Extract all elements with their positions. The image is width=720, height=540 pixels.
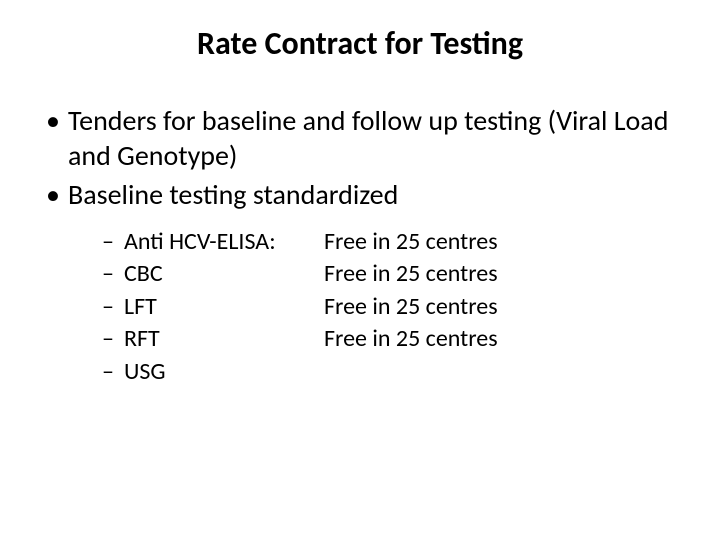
sub-bullet-label: RFT [124,323,324,355]
bullet-text: Tenders for baseline and follow up testi… [68,103,668,173]
sub-bullet-value: Free in 25 centres [324,291,680,323]
bullet-list-level1: Tenders for baseline and follow up testi… [40,103,680,388]
sub-bullet-label: Anti HCV-ELISA: [124,226,324,258]
sub-bullet-value: Free in 25 centres [324,226,680,258]
sub-bullet-label: LFT [124,291,324,323]
bullet-list-level2: Anti HCV-ELISA: Free in 25 centres CBC F… [68,226,680,388]
sub-bullet-value [324,356,680,388]
bullet-item: Baseline testing standardized Anti HCV-E… [40,177,680,388]
sub-bullet-label: CBC [124,258,324,290]
sub-bullet-label: USG [124,356,324,388]
bullet-item: Tenders for baseline and follow up testi… [40,103,680,173]
sub-bullet-item: LFT Free in 25 centres [68,291,680,323]
sub-bullet-item: USG [68,356,680,388]
sub-bullet-value: Free in 25 centres [324,323,680,355]
sub-bullet-item: Anti HCV-ELISA: Free in 25 centres [68,226,680,258]
bullet-text: Baseline testing standardized [68,177,398,212]
slide-title: Rate Contract for Testing [40,24,680,63]
sub-bullet-value: Free in 25 centres [324,258,680,290]
sub-bullet-item: RFT Free in 25 centres [68,323,680,355]
sub-bullet-item: CBC Free in 25 centres [68,258,680,290]
